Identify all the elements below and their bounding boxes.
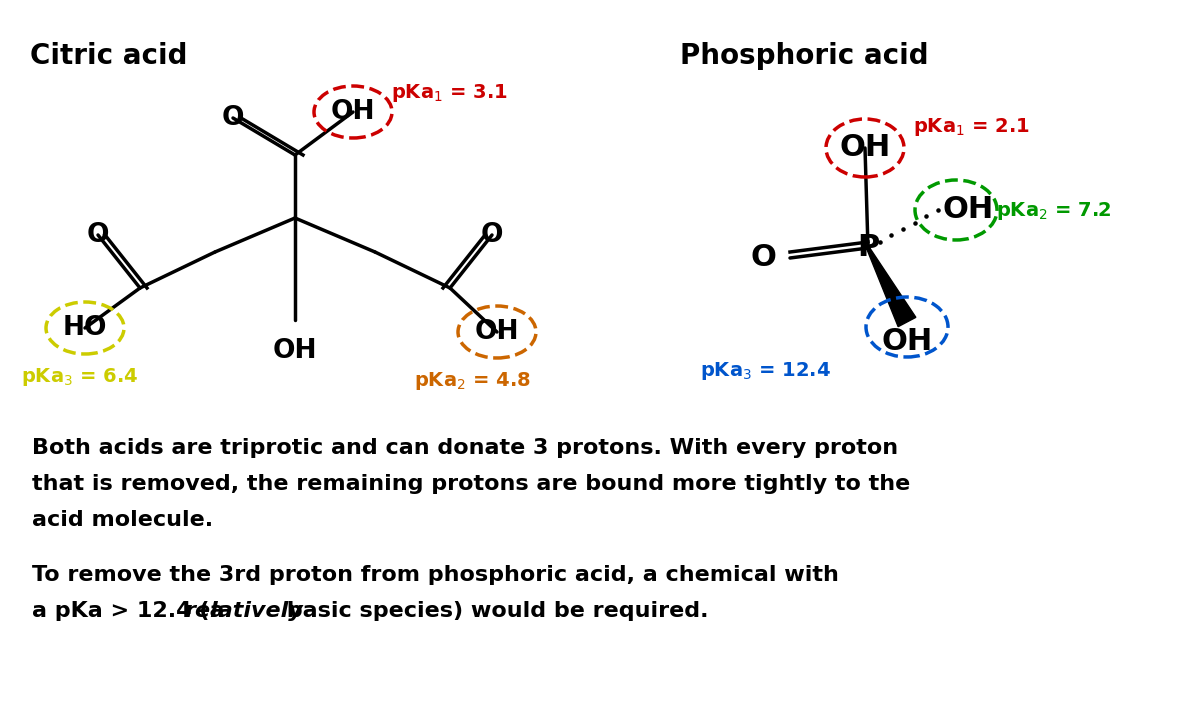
Text: HO: HO <box>63 315 107 341</box>
Text: pKa$_1$ = 3.1: pKa$_1$ = 3.1 <box>391 82 508 104</box>
Text: Citric acid: Citric acid <box>30 42 187 70</box>
Text: OH: OH <box>273 338 317 364</box>
Text: P: P <box>857 233 880 262</box>
Text: OH: OH <box>330 99 375 125</box>
Text: O: O <box>750 243 776 272</box>
Text: O: O <box>222 105 244 131</box>
Text: Both acids are triprotic and can donate 3 protons. With every proton: Both acids are triprotic and can donate … <box>32 438 898 458</box>
Text: OH: OH <box>839 133 890 162</box>
Polygon shape <box>867 247 915 327</box>
Text: pKa$_3$ = 6.4: pKa$_3$ = 6.4 <box>21 366 138 388</box>
Text: OH: OH <box>474 319 520 345</box>
Text: basic species) would be required.: basic species) would be required. <box>279 601 708 621</box>
Text: To remove the 3rd proton from phosphoric acid, a chemical with: To remove the 3rd proton from phosphoric… <box>32 565 839 585</box>
Text: Phosphoric acid: Phosphoric acid <box>679 42 929 70</box>
Text: pKa$_3$ = 12.4: pKa$_3$ = 12.4 <box>700 360 831 382</box>
Text: acid molecule.: acid molecule. <box>32 510 213 530</box>
Text: pKa$_1$ = 2.1: pKa$_1$ = 2.1 <box>913 116 1030 138</box>
Text: OH: OH <box>943 196 994 225</box>
Text: OH: OH <box>881 327 932 356</box>
Text: O: O <box>87 222 110 248</box>
Text: pKa$_2$ = 7.2: pKa$_2$ = 7.2 <box>997 200 1112 222</box>
Text: that is removed, the remaining protons are bound more tightly to the: that is removed, the remaining protons a… <box>32 474 911 494</box>
Text: relatively: relatively <box>184 601 303 621</box>
Text: pKa$_2$ = 4.8: pKa$_2$ = 4.8 <box>414 370 530 392</box>
Text: a pKa > 12.4 (a: a pKa > 12.4 (a <box>32 601 232 621</box>
Text: O: O <box>480 222 503 248</box>
